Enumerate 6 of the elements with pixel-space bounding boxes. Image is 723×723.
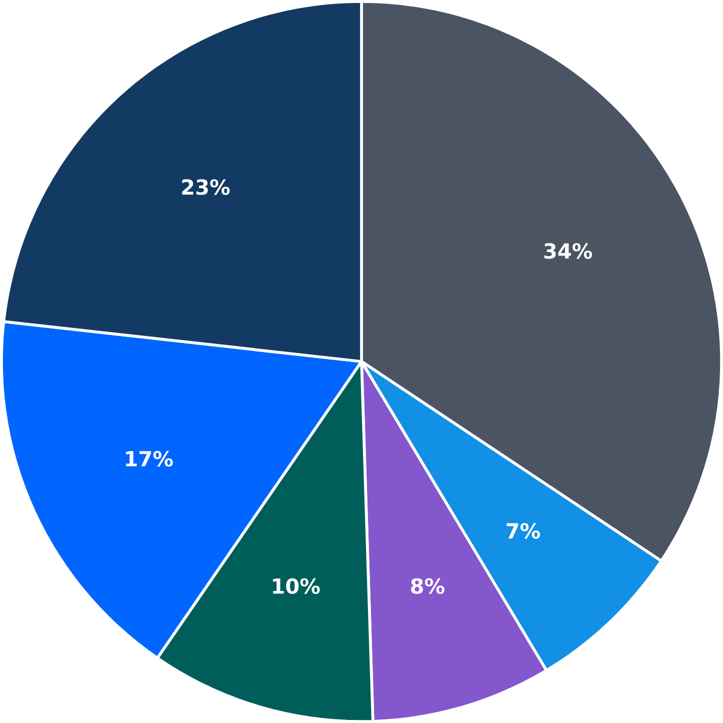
data-label: 34% [544, 243, 592, 259]
data-label: 7% [506, 523, 540, 539]
data-label: 8% [411, 578, 444, 594]
data-label: 10% [273, 578, 320, 594]
data-label: 23% [182, 179, 230, 195]
data-label: 17% [126, 450, 173, 467]
